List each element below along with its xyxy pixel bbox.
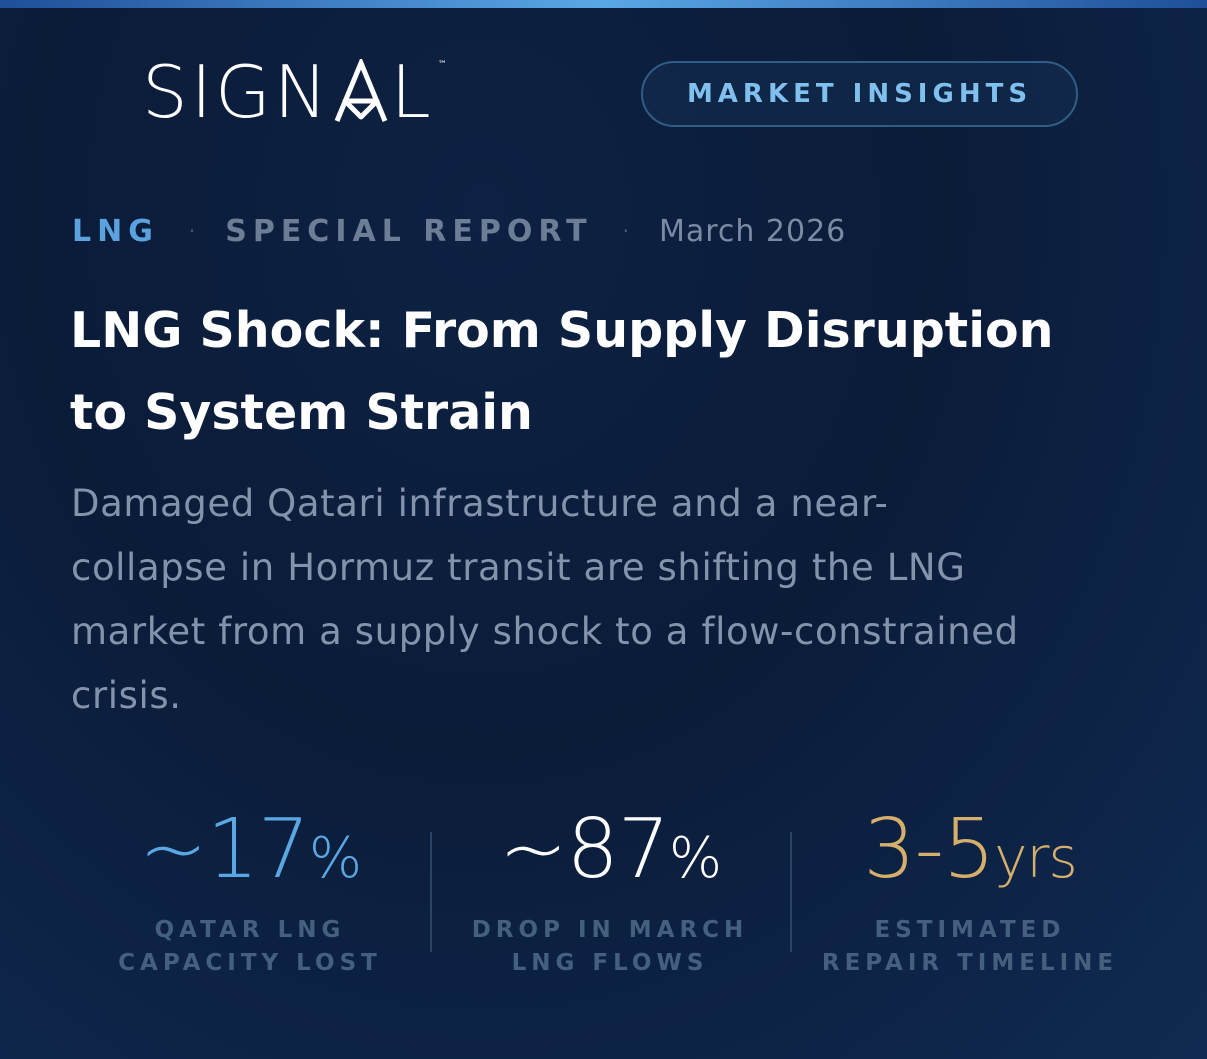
stat-flow-drop: ~87% DROP IN MARCH LNG FLOWS	[430, 800, 790, 990]
meta-separator: ·	[622, 219, 629, 243]
dek-line: crisis.	[71, 674, 182, 717]
headline-line: to System Strain	[70, 384, 533, 441]
signal-logo: SIGN L ™	[142, 52, 447, 132]
dek-line: market from a supply shock to a flow-con…	[71, 610, 1019, 653]
article-meta: LNG · SPECIAL REPORT · March 2026	[72, 208, 846, 254]
publish-date: March 2026	[658, 213, 847, 249]
logo-text-right: L	[390, 50, 434, 134]
stat-value: ~17%	[138, 802, 362, 897]
dek-line: Damaged Qatari infrastructure and a near…	[71, 482, 889, 525]
dek-line: collapse in Hormuz transit are shifting …	[71, 546, 966, 589]
stat-label: QATAR LNG CAPACITY LOST	[118, 917, 382, 976]
headline-line: LNG Shock: From Supply Disruption	[70, 302, 1054, 359]
meta-separator: ·	[188, 219, 196, 243]
logo-text-left: SIGN	[142, 50, 331, 134]
stat-repair-timeline: 3-5yrs ESTIMATED REPAIR TIMELINE	[790, 800, 1150, 990]
report-type: SPECIAL REPORT	[225, 213, 593, 249]
trademark-symbol: ™	[437, 60, 447, 70]
article-dek: Damaged Qatari infrastructure and a near…	[71, 472, 1171, 728]
key-stats: ~17% QATAR LNG CAPACITY LOST ~87% DROP I…	[70, 800, 1150, 990]
article-headline[interactable]: LNG Shock: From Supply Disruption to Sys…	[70, 290, 1160, 454]
stat-label: DROP IN MARCH LNG FLOWS	[471, 917, 749, 976]
stat-value: ~87%	[498, 802, 722, 897]
stylized-a-triangle-icon	[333, 56, 389, 125]
stat-value: 3-5yrs	[863, 802, 1077, 897]
stat-label: ESTIMATED REPAIR TIMELINE	[821, 917, 1119, 976]
top-accent-bar	[0, 0, 1207, 8]
market-insights-badge: MARKET INSIGHTS	[641, 61, 1078, 127]
stat-capacity-lost: ~17% QATAR LNG CAPACITY LOST	[70, 800, 430, 990]
category-tag[interactable]: LNG	[72, 213, 159, 249]
